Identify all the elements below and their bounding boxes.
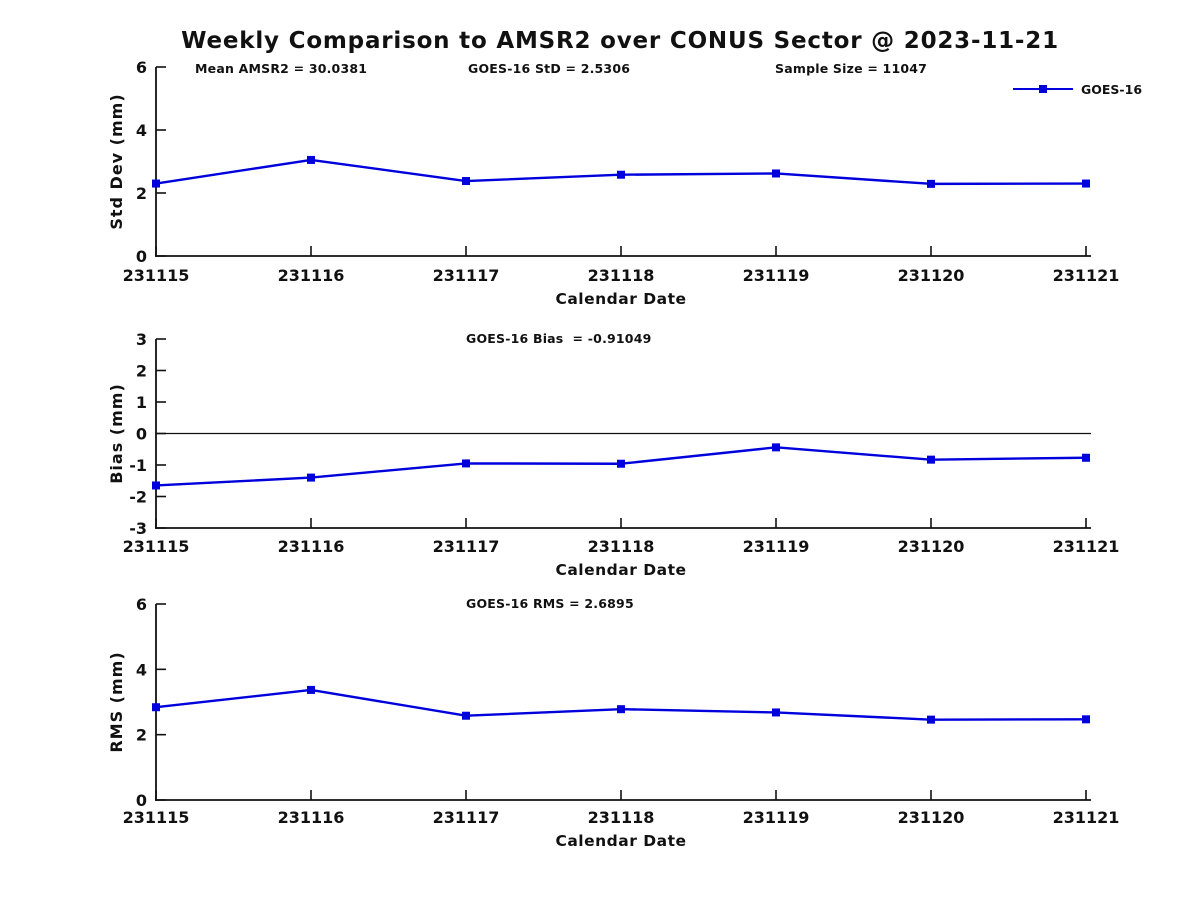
data-point-marker <box>927 455 935 464</box>
x-tick-label: 231119 <box>743 537 810 556</box>
legend: GOES-16 <box>1013 81 1143 97</box>
x-tick-label: 231118 <box>588 537 655 556</box>
data-point-marker <box>772 169 780 178</box>
y-tick-label: 0 <box>136 791 147 810</box>
x-tick-label: 231120 <box>898 808 965 827</box>
data-point-marker <box>1082 179 1090 188</box>
data-point-marker <box>772 443 780 452</box>
y-tick-label: 2 <box>136 184 147 203</box>
x-tick-label: 231116 <box>278 808 345 827</box>
y-tick-label: 6 <box>136 595 147 614</box>
data-point-marker <box>617 170 625 179</box>
x-tick-label: 231116 <box>278 537 345 556</box>
y-tick-label: -3 <box>129 519 147 538</box>
y-axis-title: RMS (mm) <box>107 651 126 752</box>
data-point-marker <box>1082 715 1090 724</box>
x-tick-label: 231119 <box>743 808 810 827</box>
data-point-marker <box>462 177 470 186</box>
y-tick-label: 3 <box>136 330 147 349</box>
data-point-marker <box>307 155 315 164</box>
y-tick-label: -2 <box>129 488 147 507</box>
x-tick-label: 231116 <box>278 266 345 285</box>
data-point-marker <box>462 711 470 720</box>
y-tick-label: 2 <box>136 362 147 381</box>
y-axis-title: Bias (mm) <box>107 383 126 484</box>
data-point-marker <box>772 708 780 717</box>
data-point-marker <box>617 705 625 714</box>
y-tick-label: 4 <box>136 121 147 140</box>
data-point-marker <box>462 459 470 468</box>
data-point-marker <box>1082 453 1090 462</box>
figure-title: Weekly Comparison to AMSR2 over CONUS Se… <box>181 28 1059 54</box>
annotation-goes16-std: GOES-16 StD = 2.5306 <box>468 61 631 76</box>
data-point-marker <box>617 459 625 468</box>
data-point-marker <box>307 473 315 482</box>
y-tick-label: 1 <box>136 393 147 412</box>
data-point-marker <box>152 481 160 490</box>
y-tick-label: 0 <box>136 425 147 444</box>
legend-label: GOES-16 <box>1081 81 1143 97</box>
x-tick-label: 231121 <box>1053 808 1120 827</box>
y-tick-label: 2 <box>136 726 147 745</box>
x-tick-label: 231115 <box>123 266 190 285</box>
annotation-mean-amsr2: Mean AMSR2 = 30.0381 <box>195 61 368 76</box>
series-line <box>155 688 1087 721</box>
x-tick-label: 231115 <box>123 537 190 556</box>
legend-line-sample <box>1013 84 1073 93</box>
annotation-sample-size: Sample Size = 11047 <box>775 61 928 76</box>
x-tick-label: 231120 <box>898 537 965 556</box>
data-point-marker <box>927 179 935 188</box>
x-tick-label: 231120 <box>898 266 965 285</box>
x-tick-label: 231118 <box>588 266 655 285</box>
x-axis-title: Calendar Date <box>555 290 686 308</box>
data-point-marker <box>307 685 315 694</box>
x-tick-label: 231115 <box>123 808 190 827</box>
y-tick-label: -1 <box>129 456 147 475</box>
x-tick-label: 231121 <box>1053 266 1120 285</box>
x-tick-label: 231117 <box>433 266 500 285</box>
x-tick-label: 231121 <box>1053 537 1120 556</box>
x-axis-title: Calendar Date <box>555 832 686 850</box>
subplot-rms-title: GOES-16 RMS = 2.6895 <box>466 596 634 611</box>
y-tick-label: 6 <box>136 58 147 77</box>
legend-marker-icon <box>1039 84 1047 93</box>
x-tick-label: 231118 <box>588 808 655 827</box>
y-tick-label: 4 <box>136 660 147 679</box>
y-tick-label: 0 <box>136 247 147 266</box>
subplot-bias-title: GOES-16 Bias = -0.91049 <box>466 331 652 346</box>
data-point-marker <box>152 703 160 712</box>
x-axis-title: Calendar Date <box>555 561 686 579</box>
data-point-marker <box>152 179 160 188</box>
y-axis-title: Std Dev (mm) <box>107 93 126 229</box>
x-tick-label: 231119 <box>743 266 810 285</box>
data-point-marker <box>927 715 935 724</box>
x-tick-label: 231117 <box>433 537 500 556</box>
x-tick-label: 231117 <box>433 808 500 827</box>
